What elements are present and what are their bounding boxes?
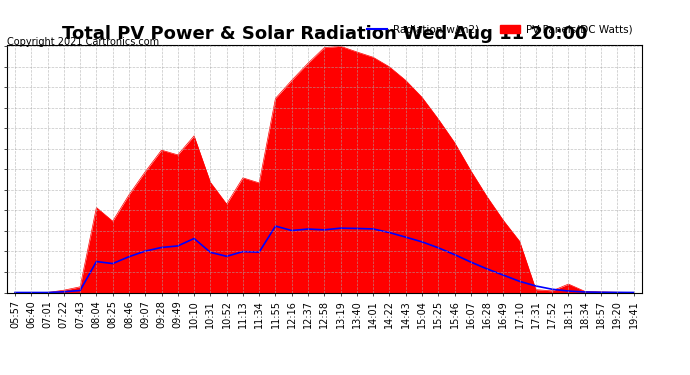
- Title: Total PV Power & Solar Radiation Wed Aug 11 20:00: Total PV Power & Solar Radiation Wed Aug…: [61, 26, 587, 44]
- Legend: Radiation(w/m2), PV Panels(DC Watts): Radiation(w/m2), PV Panels(DC Watts): [362, 21, 636, 39]
- Text: Copyright 2021 Cartronics.com: Copyright 2021 Cartronics.com: [7, 37, 159, 47]
